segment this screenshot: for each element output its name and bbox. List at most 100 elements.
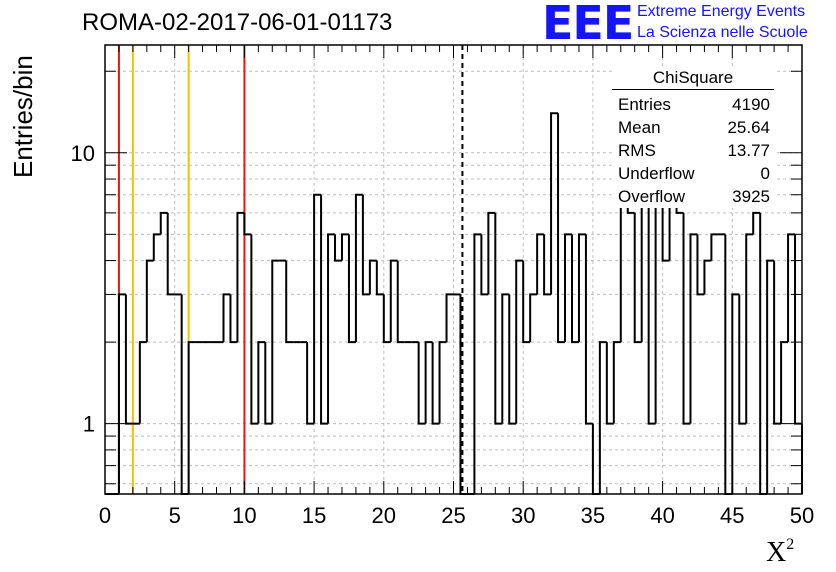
stats-label: RMS	[618, 141, 656, 160]
stats-row-underflow: Underflow 0	[612, 162, 774, 185]
histogram-bin	[159, 211, 168, 235]
histogram-bin	[320, 194, 329, 425]
histogram-bin	[619, 193, 628, 343]
x-axis-label-superscript: 2	[786, 536, 795, 553]
x-tick-label: 30	[511, 503, 535, 528]
histogram-bin	[612, 341, 621, 424]
x-tick-label: 20	[372, 503, 396, 528]
histogram-bin	[564, 233, 572, 343]
histogram-bin	[731, 293, 740, 494]
histogram-bin	[570, 234, 579, 344]
histogram-bin	[543, 234, 552, 296]
stats-label: Mean	[618, 118, 661, 137]
histogram-bin	[368, 259, 377, 295]
histogram-bin	[306, 342, 315, 425]
stats-label: Entries	[618, 95, 671, 114]
histogram-bin	[682, 212, 691, 425]
histogram-bin	[605, 342, 614, 425]
histogram-bin	[138, 341, 147, 424]
histogram-bin	[508, 294, 517, 425]
histogram-bin	[557, 113, 566, 344]
histogram-bin	[389, 259, 398, 343]
histogram-bin	[243, 212, 252, 236]
x-tick-label: 35	[581, 503, 605, 528]
histogram-bin	[222, 293, 231, 343]
histogram-bin	[703, 259, 712, 295]
histogram-bin	[313, 193, 322, 424]
eee-logo: EEE	[542, 0, 634, 50]
histogram-bin	[759, 212, 768, 495]
histogram-bin	[236, 211, 245, 343]
stats-row-entries: Entries 4190	[612, 93, 774, 116]
histogram-bin	[327, 233, 336, 424]
stats-title: ChiSquare	[612, 67, 774, 90]
histogram-bin	[515, 259, 524, 424]
stats-row-overflow: Overflow 3925	[612, 185, 774, 208]
tick-labels: 0 5 10 15 20 25 30 35 40 45 50 1 10	[71, 141, 815, 528]
histogram-bin	[536, 233, 545, 295]
x-tick-label: 45	[720, 503, 744, 528]
histogram-bin	[229, 294, 238, 344]
histogram-bin	[152, 233, 161, 261]
x-tick-label: 5	[169, 503, 181, 528]
histogram-bin	[738, 294, 747, 425]
histogram-bin	[166, 212, 175, 296]
histogram-bin	[396, 260, 405, 344]
histogram-bin	[640, 193, 649, 343]
histogram-bin	[354, 193, 363, 343]
histogram-bin	[598, 341, 607, 494]
histogram-bin	[522, 260, 531, 344]
histogram-bin	[382, 294, 391, 344]
histogram-bin	[766, 259, 775, 494]
histogram-bin	[257, 341, 266, 424]
stats-label: Underflow	[618, 164, 695, 183]
histogram-bin	[501, 293, 510, 424]
histogram-bin	[529, 293, 538, 343]
histogram-bin	[633, 212, 642, 344]
x-axis-label: X2	[766, 536, 794, 569]
histogram-bin	[487, 211, 496, 295]
histogram-bin	[773, 260, 782, 425]
histogram-bin	[787, 233, 796, 343]
histogram-bin	[584, 234, 593, 425]
histogram-bin	[689, 233, 698, 424]
histogram-bin	[180, 294, 189, 495]
histogram-bin	[431, 342, 440, 425]
histogram-bin	[124, 294, 133, 425]
y-axis-label: Entries/bin	[8, 55, 38, 178]
axis-ticks	[104, 45, 803, 494]
histogram-bin	[724, 234, 733, 495]
marker-lines	[117, 45, 464, 494]
x-tick-label: 25	[441, 503, 465, 528]
stats-value: 0	[760, 164, 770, 183]
run-title: ROMA-02-2017-06-01-01173	[82, 9, 393, 36]
y-tick-label: 1	[83, 412, 95, 437]
histogram-bin	[752, 211, 761, 235]
histogram-bin	[340, 233, 349, 261]
x-tick-label: 40	[650, 503, 674, 528]
histogram-bin	[710, 233, 719, 261]
stats-label: Overflow	[618, 187, 686, 206]
histogram-bin	[745, 233, 754, 424]
logo-caption-line2: La Scienza nelle Scuole	[637, 24, 808, 41]
stats-box: ChiSquare Entries 4190 Mean 25.64 RMS 13…	[612, 67, 774, 208]
histogram-bin	[647, 194, 656, 425]
histogram-bin	[494, 212, 503, 425]
x-tick-label: 50	[790, 503, 814, 528]
histogram-bin	[250, 234, 259, 425]
x-tick-label: 0	[99, 503, 111, 528]
histogram-bin	[445, 293, 454, 343]
stats-value: 25.64	[727, 118, 770, 137]
histogram-bin	[696, 234, 705, 296]
x-tick-label: 15	[302, 503, 326, 528]
histogram-bin	[473, 233, 482, 494]
histogram-bin	[271, 259, 280, 424]
histogram-bin	[794, 234, 802, 425]
y-tick-label: 10	[71, 141, 95, 166]
stats-value: 13.77	[727, 141, 770, 160]
x-axis-label-main: X	[766, 537, 787, 568]
histogram-bin	[285, 260, 294, 344]
histogram-bin	[780, 341, 789, 424]
logo-caption-line1: Extreme Energy Events	[637, 3, 806, 20]
histogram-bin	[577, 233, 586, 343]
